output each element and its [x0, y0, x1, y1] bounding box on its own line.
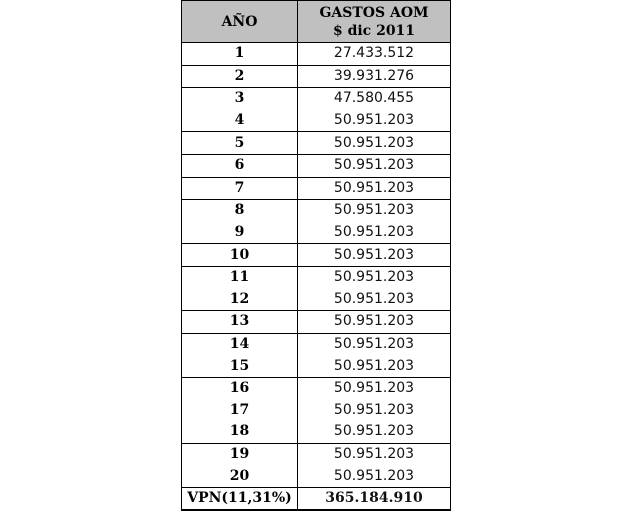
value-cell: 50.951.203 — [297, 177, 451, 201]
year-cell: 6 — [181, 154, 298, 178]
table-row: 15 50.951.203 — [181, 355, 451, 378]
year-cell: 16 — [181, 377, 298, 400]
year-cell: 15 — [181, 355, 298, 378]
year-cell: 3 — [181, 87, 298, 110]
table-row: 17 50.951.203 — [181, 399, 451, 422]
value-cell: 50.951.203 — [297, 288, 451, 312]
aom-expenses-table: AÑO GASTOS AOM $ dic 2011 1 27.433.512 2 39… — [181, 0, 451, 512]
expenses-header-line1: GASTOS AOM — [319, 4, 429, 21]
table-row: 4 50.951.203 — [181, 109, 451, 133]
value-cell: 50.951.203 — [297, 199, 451, 222]
year-cell: 8 — [181, 199, 298, 222]
year-cell: 4 — [181, 109, 298, 133]
value-cell: 50.951.203 — [297, 421, 451, 444]
year-cell: 17 — [181, 399, 298, 422]
value-cell: 50.951.203 — [297, 310, 451, 334]
table-row: 13 50.951.203 — [181, 310, 451, 334]
value-cell: 50.951.203 — [297, 465, 451, 488]
value-cell: 50.951.203 — [297, 243, 451, 267]
table-row: 8 50.951.203 — [181, 199, 451, 222]
year-cell: 9 — [181, 221, 298, 245]
table-row: 1 27.433.512 — [181, 42, 451, 66]
expenses-header-line2: $ dic 2011 — [332, 22, 416, 39]
total-value: 365.184.910 — [297, 486, 451, 512]
total-label: VPN(11,31%) — [181, 486, 298, 512]
year-cell: 19 — [181, 443, 298, 466]
year-cell: 10 — [181, 243, 298, 267]
total-row: VPN(11,31%) 365.184.910 — [181, 486, 451, 512]
year-cell: 13 — [181, 310, 298, 334]
table-row: 14 50.951.203 — [181, 333, 451, 356]
table-row: 20 50.951.203 — [181, 465, 451, 488]
year-cell: 14 — [181, 333, 298, 356]
year-cell: 1 — [181, 42, 298, 66]
table-row: 3 47.580.455 — [181, 87, 451, 110]
year-cell: 5 — [181, 131, 298, 155]
value-cell: 50.951.203 — [297, 333, 451, 356]
year-cell: 11 — [181, 266, 298, 289]
year-cell: 18 — [181, 421, 298, 444]
table-row: 11 50.951.203 — [181, 266, 451, 289]
value-cell: 50.951.203 — [297, 443, 451, 466]
year-cell: 12 — [181, 288, 298, 312]
table-row: 9 50.951.203 — [181, 221, 451, 245]
table-row: 10 50.951.203 — [181, 243, 451, 267]
table-row: 19 50.951.203 — [181, 443, 451, 466]
table-row: 12 50.951.203 — [181, 288, 451, 312]
value-cell: 50.951.203 — [297, 221, 451, 245]
year-cell: 20 — [181, 465, 298, 488]
expenses-header: GASTOS AOM $ dic 2011 — [297, 0, 451, 43]
year-cell: 7 — [181, 177, 298, 201]
value-cell: 47.580.455 — [297, 87, 451, 110]
table-row: 18 50.951.203 — [181, 421, 451, 444]
year-header: AÑO — [181, 0, 298, 43]
value-cell: 50.951.203 — [297, 131, 451, 155]
table-row: 7 50.951.203 — [181, 177, 451, 201]
value-cell: 50.951.203 — [297, 399, 451, 422]
value-cell: 39.931.276 — [297, 65, 451, 89]
year-cell: 2 — [181, 65, 298, 89]
value-cell: 50.951.203 — [297, 109, 451, 133]
header-row: AÑO GASTOS AOM $ dic 2011 — [181, 0, 451, 43]
value-cell: 50.951.203 — [297, 266, 451, 289]
value-cell: 50.951.203 — [297, 355, 451, 378]
table-row: 5 50.951.203 — [181, 131, 451, 155]
value-cell: 27.433.512 — [297, 42, 451, 66]
table-row: 6 50.951.203 — [181, 154, 451, 178]
table-row: 16 50.951.203 — [181, 377, 451, 400]
table-row: 2 39.931.276 — [181, 65, 451, 89]
value-cell: 50.951.203 — [297, 377, 451, 400]
value-cell: 50.951.203 — [297, 154, 451, 178]
